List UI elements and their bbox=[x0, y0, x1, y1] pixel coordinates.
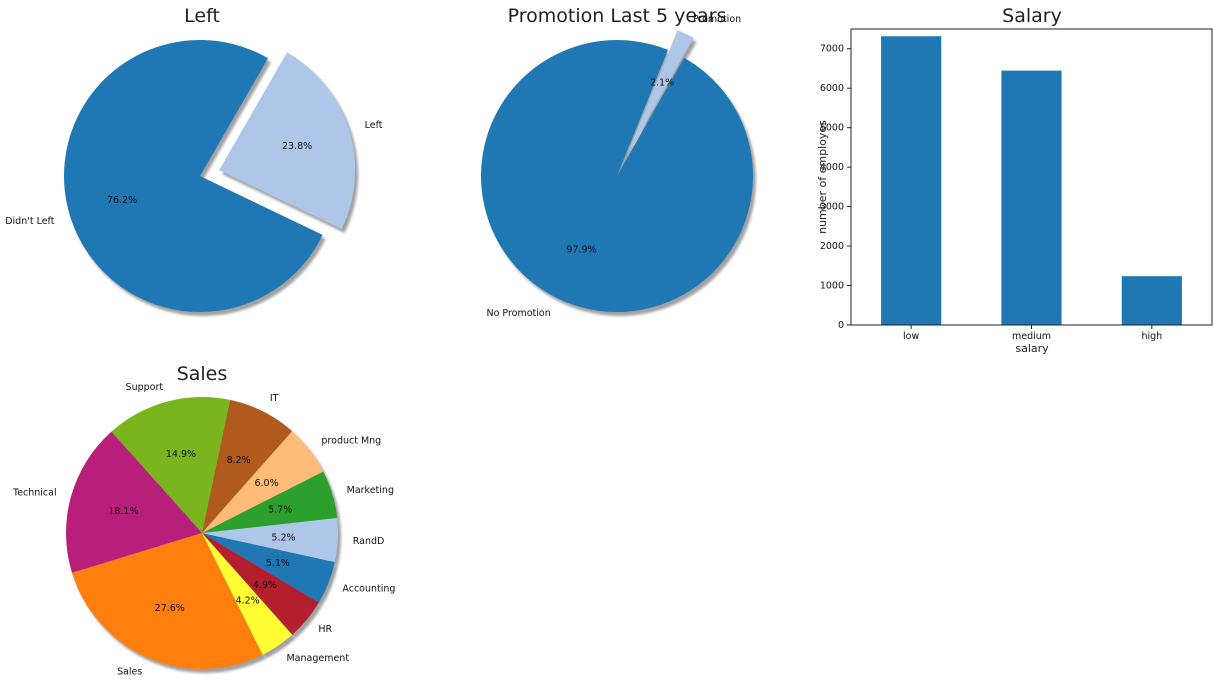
y-tick-label: 1000 bbox=[820, 281, 844, 292]
y-tick-label: 5000 bbox=[820, 123, 844, 134]
pie-slice-support bbox=[111, 396, 231, 533]
y-tick-label: 7000 bbox=[820, 44, 844, 55]
slice-label-marketing: Marketing bbox=[347, 485, 394, 496]
x-tick-label-low: low bbox=[903, 331, 919, 342]
slice-label-randd: RandD bbox=[353, 536, 385, 547]
y-tick-label: 6000 bbox=[820, 83, 844, 94]
y-tick-label: 3000 bbox=[820, 202, 844, 213]
y-tick-label: 4000 bbox=[820, 162, 844, 173]
slice-pct-hr: 4.9% bbox=[253, 580, 277, 591]
slice-label-it: IT bbox=[270, 393, 279, 404]
chart-salary-title: Salary bbox=[1002, 5, 1062, 27]
pie-slice-accounting bbox=[202, 533, 335, 603]
chart-left-title: Left bbox=[184, 5, 220, 27]
chart-left: Left Didn't Left 76.2% Left 23.8% bbox=[5, 5, 383, 316]
slice-label-support: Support bbox=[126, 382, 164, 393]
slice-label-no-promotion: No Promotion bbox=[486, 308, 550, 319]
slice-pct-it: 8.2% bbox=[227, 455, 251, 466]
slice-pct-left: 23.8% bbox=[282, 141, 312, 152]
pie-slice-management bbox=[202, 533, 293, 655]
y-tick-label: 2000 bbox=[820, 241, 844, 252]
y-axis-label: number of employes bbox=[816, 120, 829, 234]
x-tick-label-high: high bbox=[1141, 331, 1162, 342]
chart-sales: Sales Sales 27.6% Management 4.2% HR 4.9% Acco… bbox=[12, 363, 395, 678]
pie-promotion: No Promotion 97.9% Promotion 2.1% bbox=[481, 14, 756, 319]
chart-promotion: Promotion Last 5 years No Promotion 97.9%… bbox=[481, 5, 756, 319]
pie-slice-marketing bbox=[202, 471, 338, 533]
slice-pct-marketing: 5.7% bbox=[268, 505, 292, 516]
pie-slice-left bbox=[219, 52, 356, 230]
chart-salary: Salary low medium high 0 1000 2000 3000 4000 500… bbox=[816, 5, 1213, 355]
slice-pct-promotion: 2.1% bbox=[650, 78, 674, 89]
slice-pct-no-promotion: 97.9% bbox=[566, 244, 596, 255]
slice-pct-sales: 27.6% bbox=[155, 603, 185, 614]
slice-label-management: Management bbox=[286, 653, 349, 664]
bar-high bbox=[1121, 276, 1182, 325]
bar-medium bbox=[1001, 70, 1062, 325]
slice-label-hr: HR bbox=[318, 624, 332, 635]
pie-slice-technical bbox=[65, 431, 202, 573]
slice-label-accounting: Accounting bbox=[342, 583, 395, 594]
pie-slice-didn-t-left bbox=[63, 40, 323, 313]
pie-slice-randd bbox=[202, 517, 338, 563]
slice-label-promotion: Promotion bbox=[693, 14, 741, 25]
x-axis-label: salary bbox=[1015, 342, 1049, 355]
slice-pct-support: 14.9% bbox=[166, 449, 196, 460]
slice-label-product-mng: product Mng bbox=[321, 436, 381, 447]
slice-pct-product-mng: 6.0% bbox=[254, 478, 278, 489]
pie-slice-sales bbox=[71, 533, 263, 669]
slice-label-technical: Technical bbox=[12, 487, 57, 498]
pie-slice-product-mng bbox=[202, 431, 324, 533]
slice-label-left: Left bbox=[365, 120, 383, 131]
bar-low bbox=[881, 36, 942, 325]
chart-promotion-title: Promotion Last 5 years bbox=[508, 5, 727, 27]
x-tick-label-medium: medium bbox=[1012, 331, 1051, 342]
pie-left: Didn't Left 76.2% Left 23.8% bbox=[5, 40, 383, 316]
slice-label-didn-t-left: Didn't Left bbox=[5, 216, 55, 227]
slice-pct-management: 4.2% bbox=[236, 596, 260, 607]
pie-slice-hr bbox=[202, 533, 319, 635]
pie-slice-promotion bbox=[626, 30, 694, 157]
plot-frame bbox=[850, 28, 1213, 326]
slice-pct-accounting: 5.1% bbox=[266, 558, 290, 569]
bar-chart-salary: low medium high 0 1000 2000 3000 4000 5000 6000 70… bbox=[820, 28, 1213, 342]
pie-slice-no-promotion bbox=[481, 40, 754, 313]
slice-pct-randd: 5.2% bbox=[271, 532, 295, 543]
chart-sales-title: Sales bbox=[177, 363, 228, 385]
slice-label-sales: Sales bbox=[117, 667, 142, 678]
slice-pct-technical: 18.1% bbox=[108, 506, 138, 517]
slice-pct-didn-t-left: 76.2% bbox=[107, 195, 137, 206]
pie-sales: Sales 27.6% Management 4.2% HR 4.9% Accounting… bbox=[12, 382, 395, 678]
pie-slice-it bbox=[202, 399, 293, 533]
y-tick-label: 0 bbox=[838, 320, 844, 331]
